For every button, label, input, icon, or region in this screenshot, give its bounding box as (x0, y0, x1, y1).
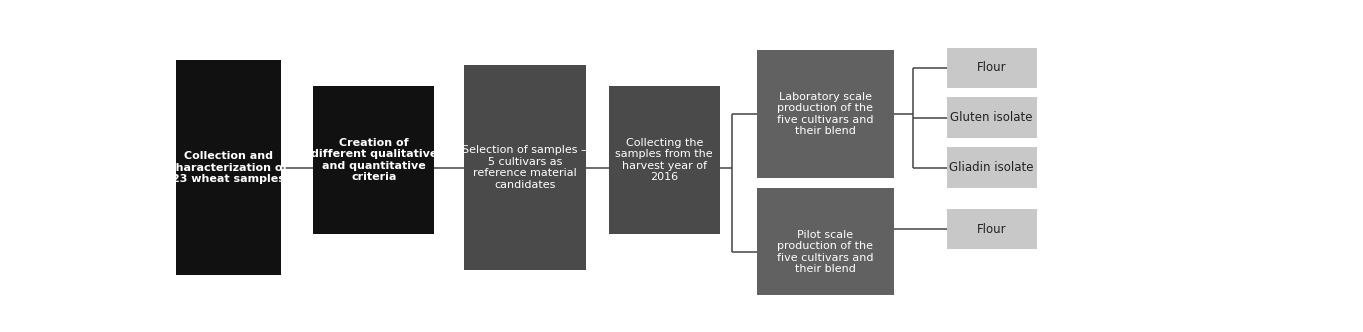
FancyBboxPatch shape (463, 65, 586, 270)
Text: Flour: Flour (977, 61, 1006, 74)
FancyBboxPatch shape (609, 86, 720, 234)
FancyBboxPatch shape (947, 97, 1037, 138)
Text: Creation of
different qualitative
and quantitative
criteria: Creation of different qualitative and qu… (311, 137, 438, 182)
Text: Gliadin isolate: Gliadin isolate (950, 161, 1035, 174)
FancyBboxPatch shape (947, 147, 1037, 188)
Text: Collecting the
samples from the
harvest year of
2016: Collecting the samples from the harvest … (615, 137, 713, 182)
Text: Selection of samples –
5 cultivars as
reference material
candidates: Selection of samples – 5 cultivars as re… (462, 145, 587, 190)
Text: Laboratory scale
production of the
five cultivars and
their blend: Laboratory scale production of the five … (777, 92, 874, 136)
Text: Collection and
characterization of
23 wheat samples: Collection and characterization of 23 wh… (169, 151, 288, 184)
FancyBboxPatch shape (176, 60, 281, 275)
Text: Flour: Flour (977, 222, 1006, 235)
FancyBboxPatch shape (756, 50, 894, 178)
FancyBboxPatch shape (947, 208, 1037, 249)
FancyBboxPatch shape (313, 86, 435, 234)
FancyBboxPatch shape (947, 47, 1037, 88)
Text: Gluten isolate: Gluten isolate (950, 111, 1033, 124)
Text: Pilot scale
production of the
five cultivars and
their blend: Pilot scale production of the five culti… (777, 230, 874, 275)
FancyBboxPatch shape (756, 188, 894, 316)
